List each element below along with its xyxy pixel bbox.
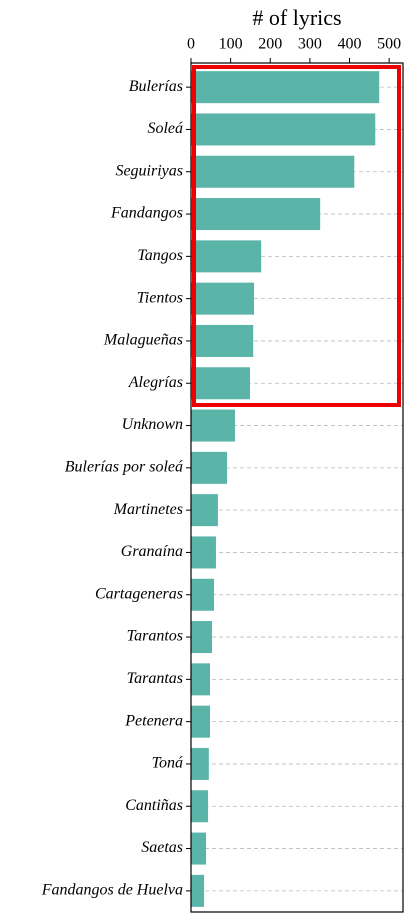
bar: [191, 367, 251, 400]
y-tick-label: Saetas: [141, 839, 183, 856]
bar: [191, 705, 211, 738]
bar: [191, 874, 205, 907]
plot-frame: [190, 62, 404, 913]
bar: [191, 494, 218, 527]
y-tick-label: Soleá: [147, 120, 183, 137]
bar: [191, 536, 216, 569]
bar: [191, 790, 209, 823]
x-axis-title: # of lyrics: [252, 5, 341, 30]
bar: [191, 198, 321, 231]
bar: [191, 282, 255, 315]
y-tick-label: Fandangos de Huelva: [41, 882, 183, 899]
x-tick-label: 200: [258, 36, 282, 53]
bar: [191, 621, 213, 654]
y-tick-label: Granaína: [121, 543, 183, 560]
bar: [191, 578, 214, 611]
bar: [191, 240, 262, 273]
y-tick-label: Seguiriyas: [115, 162, 183, 179]
x-tick-label: 0: [187, 36, 195, 53]
highlight-box: [192, 65, 401, 407]
y-tick-label: Martinetes: [113, 501, 183, 518]
y-tick-label: Cartageneras: [95, 585, 183, 602]
x-tick-label: 300: [298, 36, 322, 53]
y-tick-label: Tarantos: [127, 628, 183, 645]
y-tick-label: Bulerías: [129, 78, 183, 95]
y-tick-label: Tangos: [137, 247, 183, 264]
bar: [191, 747, 209, 780]
y-tick-label: Tientos: [137, 289, 183, 306]
bar: [191, 409, 235, 442]
x-tick-label: 500: [377, 36, 401, 53]
bar: [191, 113, 376, 146]
x-tick-label: 400: [338, 36, 362, 53]
bar: [191, 324, 254, 357]
bar: [191, 451, 228, 484]
bar: [191, 155, 355, 188]
y-tick-label: Fandangos: [110, 205, 183, 222]
y-tick-label: Tarantas: [127, 670, 183, 687]
x-tick-label: 100: [219, 36, 243, 53]
y-tick-label: Cantiñas: [125, 797, 183, 814]
bar: [191, 71, 380, 104]
bar: [191, 663, 211, 696]
bar: [191, 832, 207, 865]
bar-layer: [191, 71, 380, 907]
y-tick-label: Petenera: [124, 712, 183, 729]
y-tick-label: Malagueñas: [103, 332, 183, 349]
y-tick-label: Unknown: [122, 416, 183, 433]
y-tick-label: Alegrías: [128, 374, 183, 391]
y-tick-label: Toná: [152, 755, 183, 772]
y-tick-label: Bulerías por soleá: [65, 459, 183, 476]
